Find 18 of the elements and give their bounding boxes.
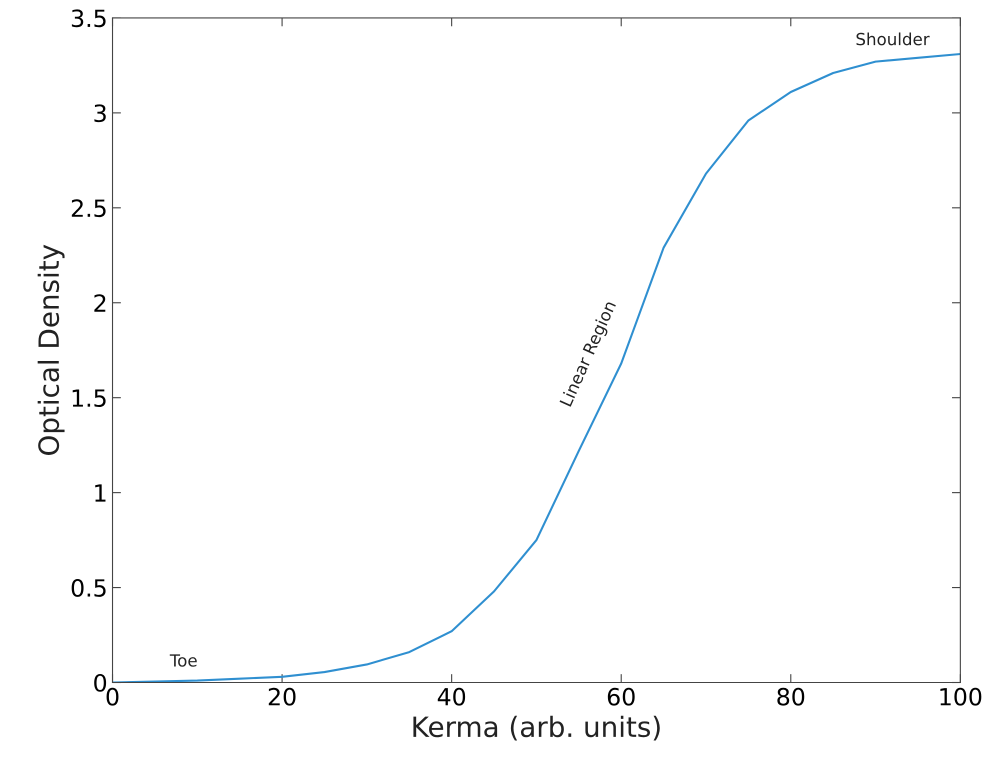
annotation: Toe bbox=[170, 654, 197, 667]
x-tick-label: 20 bbox=[268, 688, 296, 706]
y-tick-label: 0.5 bbox=[72, 579, 106, 597]
y-tick-label: 2 bbox=[94, 294, 106, 312]
annotation: Shoulder bbox=[856, 32, 930, 46]
y-tick-label: 2.5 bbox=[72, 199, 106, 218]
y-tick-label: 1 bbox=[95, 484, 106, 502]
x-tick-label: 40 bbox=[438, 688, 466, 706]
y-axis-title: Optical Density bbox=[38, 244, 65, 455]
y-tick-label: 0 bbox=[94, 674, 106, 692]
x-tick-label: 60 bbox=[608, 688, 635, 706]
x-axis-title: Kerma (arb. units) bbox=[413, 716, 660, 741]
x-tick-label: 100 bbox=[940, 688, 982, 706]
x-tick-label: 80 bbox=[777, 688, 804, 706]
y-tick-label: 1.5 bbox=[72, 389, 106, 407]
y-tick-label: 3 bbox=[94, 104, 106, 122]
y-tick-label: 3.5 bbox=[72, 9, 106, 28]
x-tick-label: 0 bbox=[106, 688, 118, 706]
